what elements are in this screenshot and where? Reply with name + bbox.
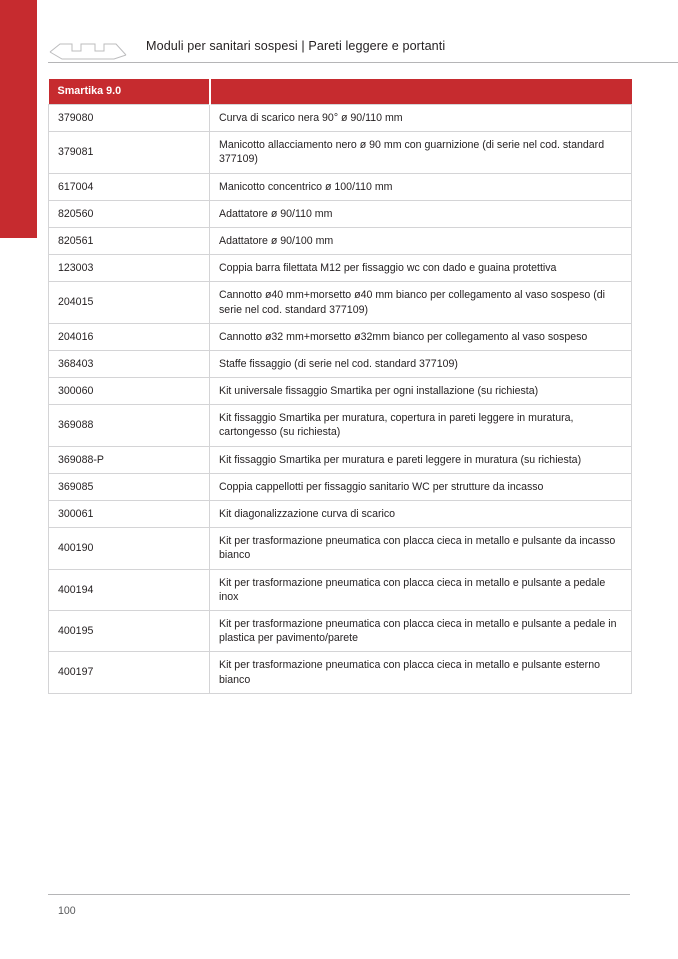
cell-code: 400190 xyxy=(48,527,210,570)
column-header-code: Smartika 9.0 xyxy=(48,79,211,105)
cell-code: 820561 xyxy=(48,226,210,256)
table-row: 820560 Adattatore ø 90/110 mm xyxy=(48,199,632,228)
page-header: Moduli per sanitari sospesi | Pareti leg… xyxy=(0,38,678,64)
cell-code: 204015 xyxy=(48,281,210,324)
cell-code: 368403 xyxy=(48,349,210,379)
cell-code: 300061 xyxy=(48,499,210,529)
cell-code: 369085 xyxy=(48,472,210,502)
table-row: 820561 Adattatore ø 90/100 mm xyxy=(48,226,632,256)
column-header-description xyxy=(209,79,632,105)
cell-description: Kit per trasformazione pneumatica con pl… xyxy=(209,527,632,570)
cell-code: 369088 xyxy=(48,404,210,447)
cell-code: 400197 xyxy=(48,651,210,694)
table-row: 300060 Kit universale fissaggio Smartika… xyxy=(48,377,632,406)
cell-description: Kit diagonalizzazione curva di scarico xyxy=(209,499,632,529)
cell-code: 617004 xyxy=(48,172,210,201)
cell-code: 400194 xyxy=(48,568,210,611)
table-row: 204016 Cannotto ø32 mm+morsetto ø32mm bi… xyxy=(48,322,632,351)
cell-description: Kit per trasformazione pneumatica con pl… xyxy=(209,609,632,653)
table-row: 400197 Kit per trasformazione pneumatica… xyxy=(48,651,632,694)
product-table: Smartika 9.0 379080 Curva di scarico ner… xyxy=(48,79,632,694)
table-row: 617004 Manicotto concentrico ø 100/110 m… xyxy=(48,172,632,201)
table-row: 400195 Kit per trasformazione pneumatica… xyxy=(48,609,632,653)
cell-code: 820560 xyxy=(48,199,210,228)
cell-code: 379080 xyxy=(48,103,210,133)
cell-code: 204016 xyxy=(48,322,210,351)
cell-description: Cannotto ø40 mm+morsetto ø40 mm bianco p… xyxy=(209,281,632,324)
table-row: 369088-P Kit fissaggio Smartika per mura… xyxy=(48,445,632,474)
cell-description: Coppia cappellotti per fissaggio sanitar… xyxy=(209,472,632,502)
table-row: 204015 Cannotto ø40 mm+morsetto ø40 mm b… xyxy=(48,281,632,324)
table-row: 379080 Curva di scarico nera 90° ø 90/11… xyxy=(48,103,632,133)
cell-description: Staffe fissaggio (di serie nel cod. stan… xyxy=(209,349,632,379)
table-row: 369085 Coppia cappellotti per fissaggio … xyxy=(48,472,632,502)
table-body: 379080 Curva di scarico nera 90° ø 90/11… xyxy=(48,103,632,694)
table-row: 300061 Kit diagonalizzazione curva di sc… xyxy=(48,499,632,529)
cell-description: Curva di scarico nera 90° ø 90/110 mm xyxy=(209,103,632,133)
cell-code: 300060 xyxy=(48,377,210,406)
header-divider xyxy=(48,62,678,63)
cell-code: 379081 xyxy=(48,131,210,174)
cell-description: Manicotto allacciamento nero ø 90 mm con… xyxy=(209,131,632,174)
table-row: 400194 Kit per trasformazione pneumatica… xyxy=(48,568,632,611)
table-header-row: Smartika 9.0 xyxy=(48,79,632,105)
footer-divider xyxy=(48,894,630,895)
page-title: Moduli per sanitari sospesi | Pareti leg… xyxy=(146,39,446,53)
cell-description: Kit fissaggio Smartika per muratura, cop… xyxy=(209,404,632,447)
cell-description: Kit per trasformazione pneumatica con pl… xyxy=(209,651,632,694)
cell-description: Coppia barra filettata M12 per fissaggio… xyxy=(209,254,632,283)
cell-code: 400195 xyxy=(48,609,210,653)
cell-code: 123003 xyxy=(48,254,210,283)
cell-description: Kit universale fissaggio Smartika per og… xyxy=(209,377,632,406)
table-row: 123003 Coppia barra filettata M12 per fi… xyxy=(48,254,632,283)
cell-description: Cannotto ø32 mm+morsetto ø32mm bianco pe… xyxy=(209,322,632,351)
page-number: 100 xyxy=(58,905,76,917)
cell-description: Kit per trasformazione pneumatica con pl… xyxy=(209,568,632,611)
cell-description: Adattatore ø 90/100 mm xyxy=(209,226,632,256)
cell-description: Kit fissaggio Smartika per muratura e pa… xyxy=(209,445,632,474)
table-row: 368403 Staffe fissaggio (di serie nel co… xyxy=(48,349,632,379)
wall-profile-outline-icon xyxy=(48,38,128,64)
cell-description: Adattatore ø 90/110 mm xyxy=(209,199,632,228)
table-row: 369088 Kit fissaggio Smartika per muratu… xyxy=(48,404,632,447)
cell-code: 369088-P xyxy=(48,445,210,474)
table-row: 379081 Manicotto allacciamento nero ø 90… xyxy=(48,131,632,174)
cell-description: Manicotto concentrico ø 100/110 mm xyxy=(209,172,632,201)
table-row: 400190 Kit per trasformazione pneumatica… xyxy=(48,527,632,570)
section-color-tab xyxy=(0,0,37,238)
